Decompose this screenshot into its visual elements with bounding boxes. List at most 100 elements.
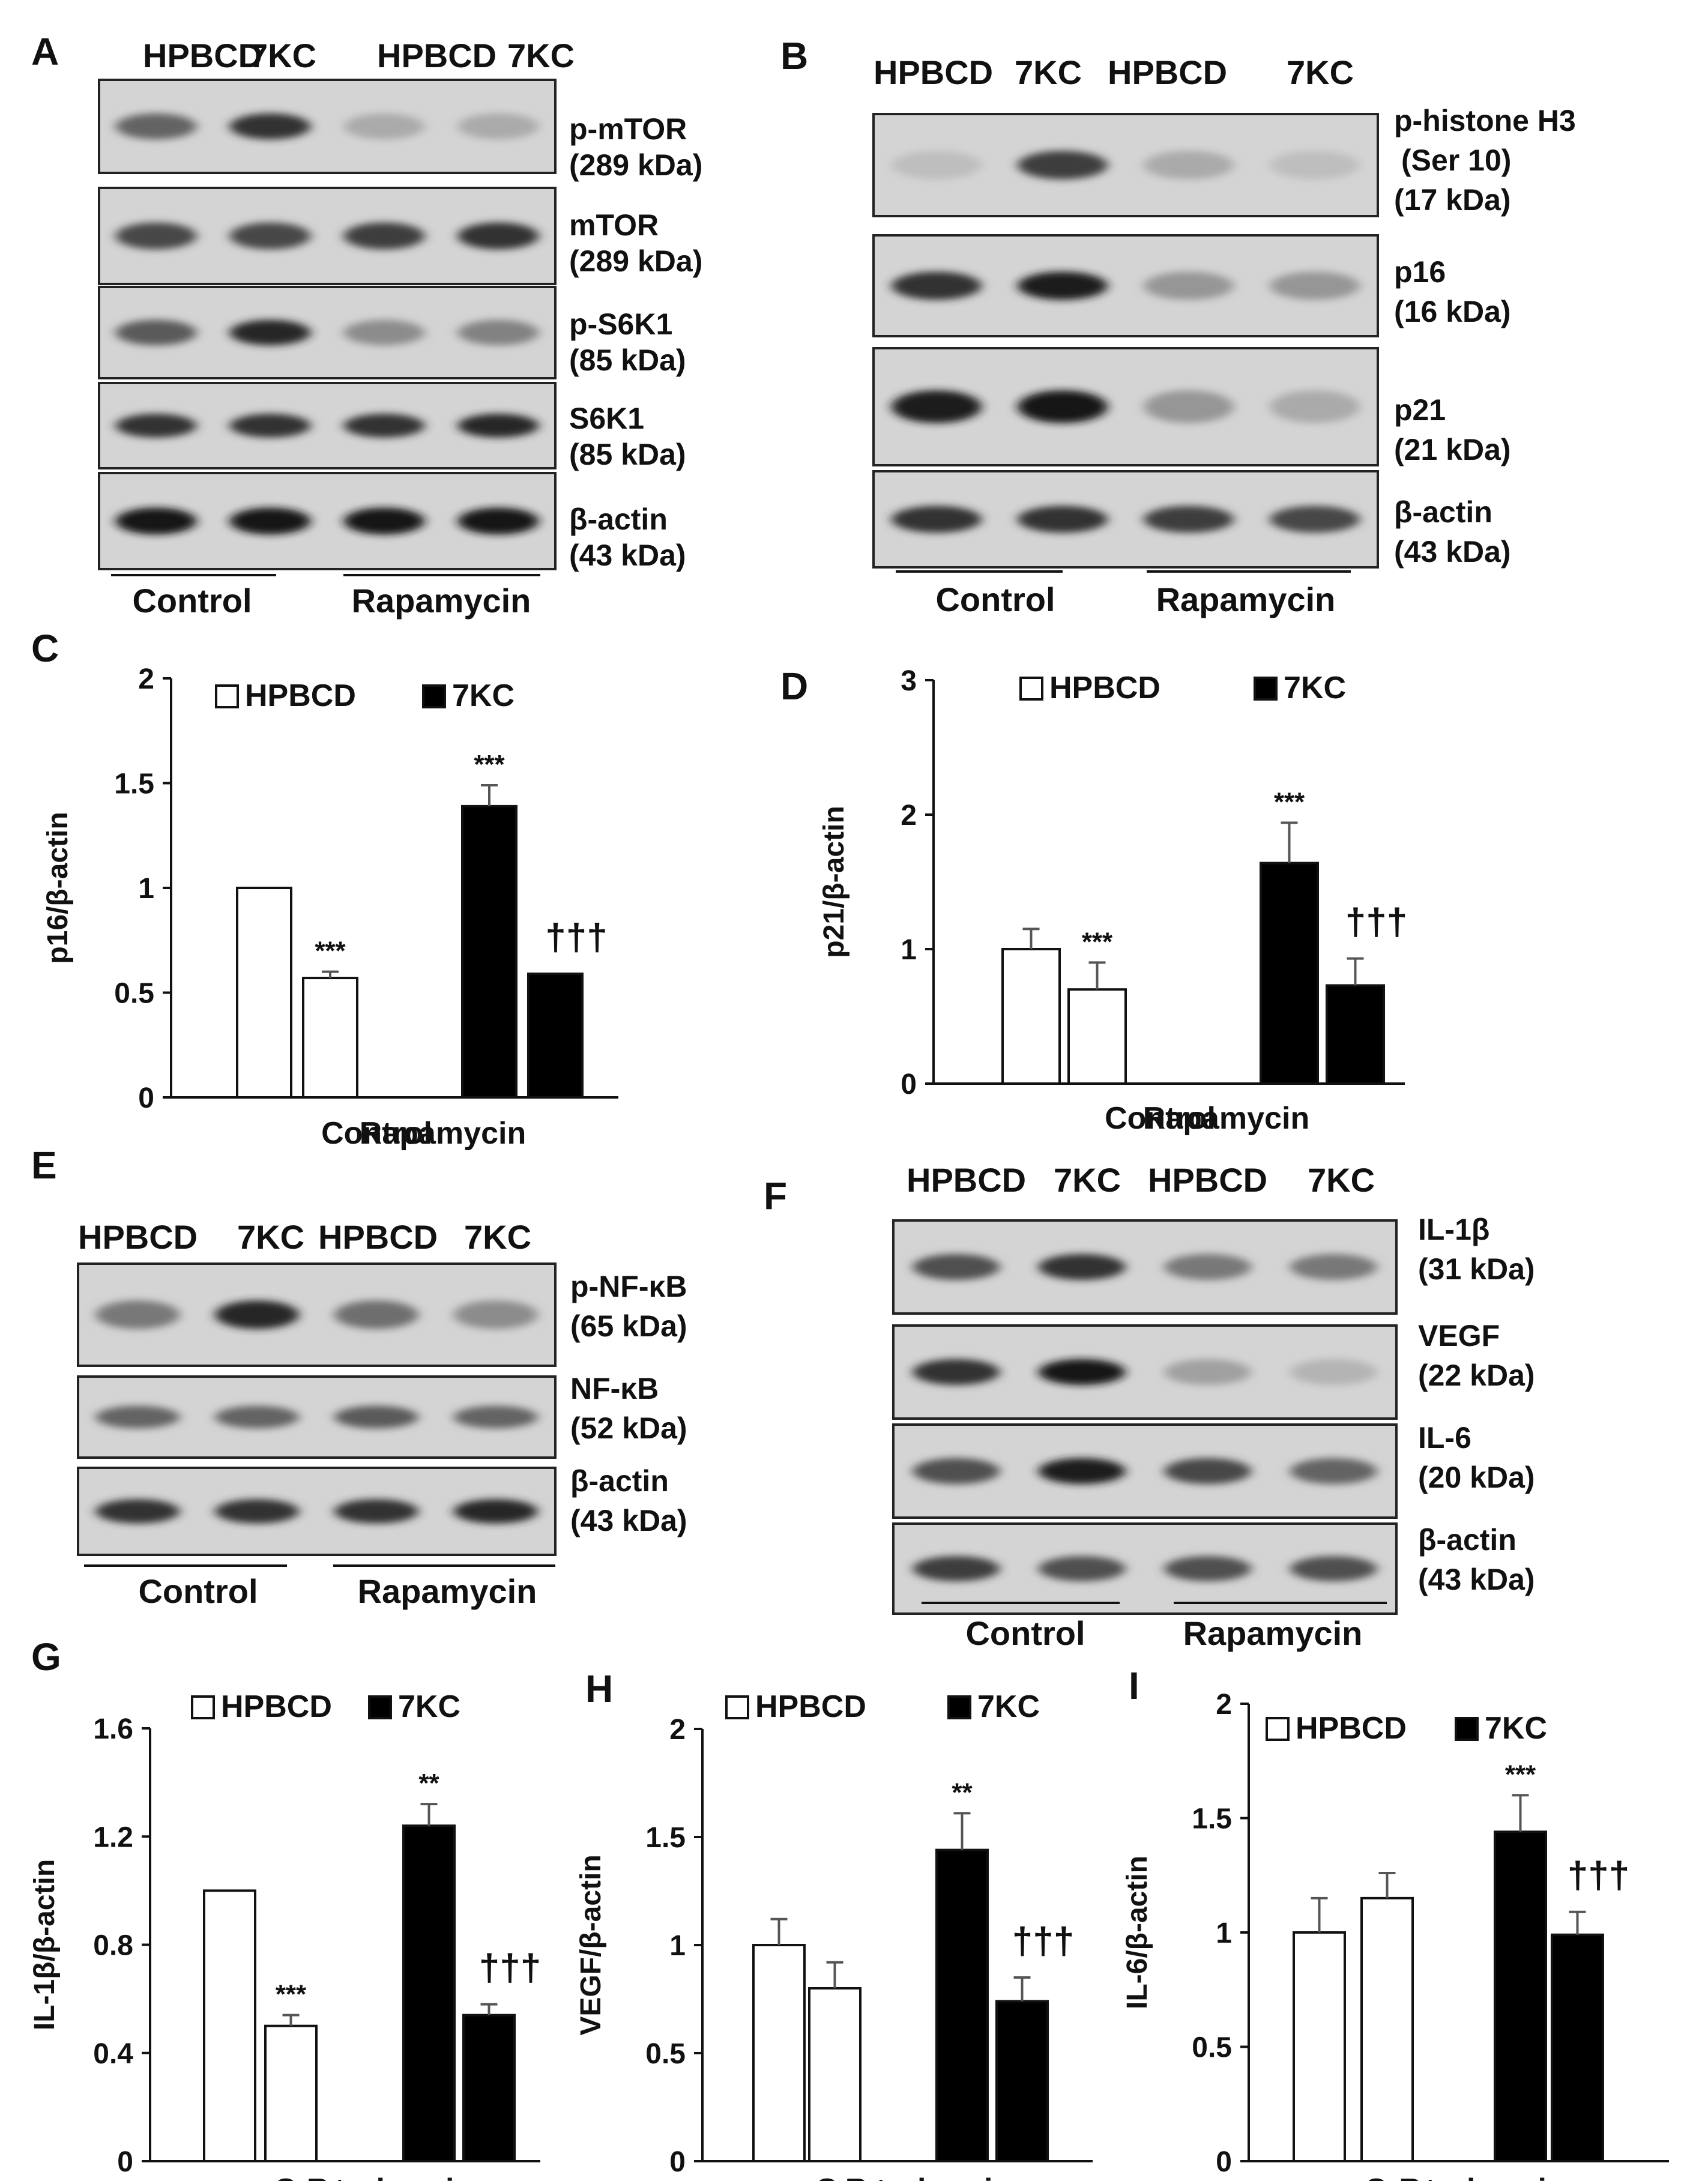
blot-band [892,505,982,533]
blot-strip: β-actin (43 kDa) [892,1522,1535,1615]
bar-7KC-Rapamycin [1551,1933,1604,2163]
blot-band [453,1499,538,1524]
blot-protein-label: β-actin [1418,1523,1516,1557]
blot-band [115,507,197,535]
blot-strip: p-S6K1(85 kDa) [98,286,686,379]
bar-7KC-Control [402,1824,456,2163]
legend-swatch [1266,1717,1290,1741]
y-tick-label: 1.5 [645,1822,686,1854]
blot-band [1018,151,1108,179]
blot-band [457,222,539,250]
blot-band [1144,271,1234,300]
y-tick-label: 2 [901,800,917,831]
x-category-label: Control [321,1116,432,1151]
x-category-label: Control [1365,2173,1476,2181]
y-tick-label: 0 [669,2146,686,2178]
lane-label: HPBCD [78,1218,198,1256]
blot-band [1018,390,1108,423]
blot-band [913,1253,1000,1281]
y-tick-label: 0 [901,1069,917,1100]
blot-band [115,222,197,250]
blot-band [1164,1556,1252,1581]
blot-size-label: (21 kDa) [1394,433,1511,466]
legend-label: 7KC [398,1689,460,1724]
y-tick-label: 0 [1216,2146,1232,2178]
blot-band [913,1458,1000,1485]
y-tick-label: 0.4 [93,2038,133,2070]
x-category-label: Rapamycin [1399,2173,1565,2181]
y-tick-label: 1.5 [1192,1803,1232,1835]
blot-band [334,1405,418,1429]
blot-strip: p16 (16 kDa) [872,234,1511,337]
y-tick-label: 1.2 [93,1821,133,1853]
legend-label: 7KC [977,1689,1040,1724]
bar-7KC-Control [1260,861,1319,1085]
blot-band [229,113,311,140]
blot-size-label: (16 kDa) [1394,295,1511,328]
blot-band [1270,390,1360,423]
blot-band [343,414,425,438]
blot-band [457,319,539,346]
panel-letter: E [31,1144,57,1187]
panel-letter: G [31,1635,61,1679]
lane-label: HPBCD [907,1161,1026,1199]
blot-band [1144,151,1234,179]
blot-band [457,507,539,535]
lane-label: 7KC [1054,1161,1121,1199]
significance-marker: ** [418,1769,439,1798]
blot-size-label: (289 kDa) [569,148,702,182]
bar-7KC-Rapamycin [995,2000,1049,2163]
y-tick-label: 3 [901,665,917,697]
legend-label: 7KC [1284,671,1346,705]
blot-size-label: (43 kDa) [570,1504,687,1537]
blot-protein-label: p-S6K1 [569,307,672,341]
y-axis-label: VEGF/β-actin [575,1854,607,2035]
blot-band [1164,1253,1252,1281]
y-tick-label: 2 [1216,1689,1232,1721]
panel-letter: B [780,34,808,77]
blot-band [95,1499,180,1524]
significance-marker: *** [474,750,505,779]
significance-marker: *** [315,937,346,966]
significance-marker: ††† [1012,1920,1074,1962]
y-tick-label: 0.5 [645,2038,686,2070]
blot-panel-F: F HPBCD 7KC HPBCD 7KC IL-1β (31 kDa) VEGF (22 kD… [764,1161,1535,1652]
blot-band [229,319,311,346]
blot-band [1290,1458,1377,1485]
blot-band [1018,505,1108,533]
bar-HPBCD-Rapamycin [264,2024,318,2162]
lane-label: 7KC [237,1218,304,1256]
blot-panel-B: B HPBCD 7KC HPBCD 7KC p-histone H3 (Ser 10) (17… [780,34,1576,618]
blot-strip: IL-1β (31 kDa) [892,1213,1535,1315]
blot-band [457,113,539,140]
blot-strip: p-mTOR(289 kDa) [98,79,702,182]
panel-letter: C [31,627,59,670]
blot-size-label: (85 kDa) [569,438,686,471]
lane-label: HPBCD [1148,1161,1267,1199]
group-label: Rapamycin [358,1572,537,1610]
blot-band [892,151,982,179]
bar-HPBCD-Rapamycin [302,977,358,1099]
significance-marker: ††† [1345,902,1407,943]
blot-band [913,1556,1000,1581]
lane-label: HPBCD [318,1218,438,1256]
blot-strip: β-actin (43 kDa) [77,1464,687,1556]
y-tick-label: 1.6 [93,1713,133,1745]
y-tick-label: 1 [1216,1917,1232,1949]
y-tick-label: 0.5 [1192,2032,1232,2064]
blot-band [215,1300,300,1329]
y-axis-label: IL-6/β-actin [1121,1856,1153,2009]
blot-panel-E: E HPBCD 7KC HPBCD 7KC p-NF-κB (65 kDa) NF-κB (52… [31,1144,687,1610]
legend-swatch [191,1695,215,1719]
x-category-label: Rapamycin [1143,1101,1309,1136]
significance-marker: ††† [479,1947,541,1989]
blot-protein-label: p16 [1394,255,1446,289]
blot-size-label: (31 kDa) [1418,1252,1535,1286]
blot-band [1038,1458,1126,1485]
y-tick-label: 0 [117,2146,133,2178]
x-category-label: Control [274,2173,385,2181]
y-tick-label: 0.8 [93,1930,133,1962]
legend-swatch [947,1695,971,1719]
